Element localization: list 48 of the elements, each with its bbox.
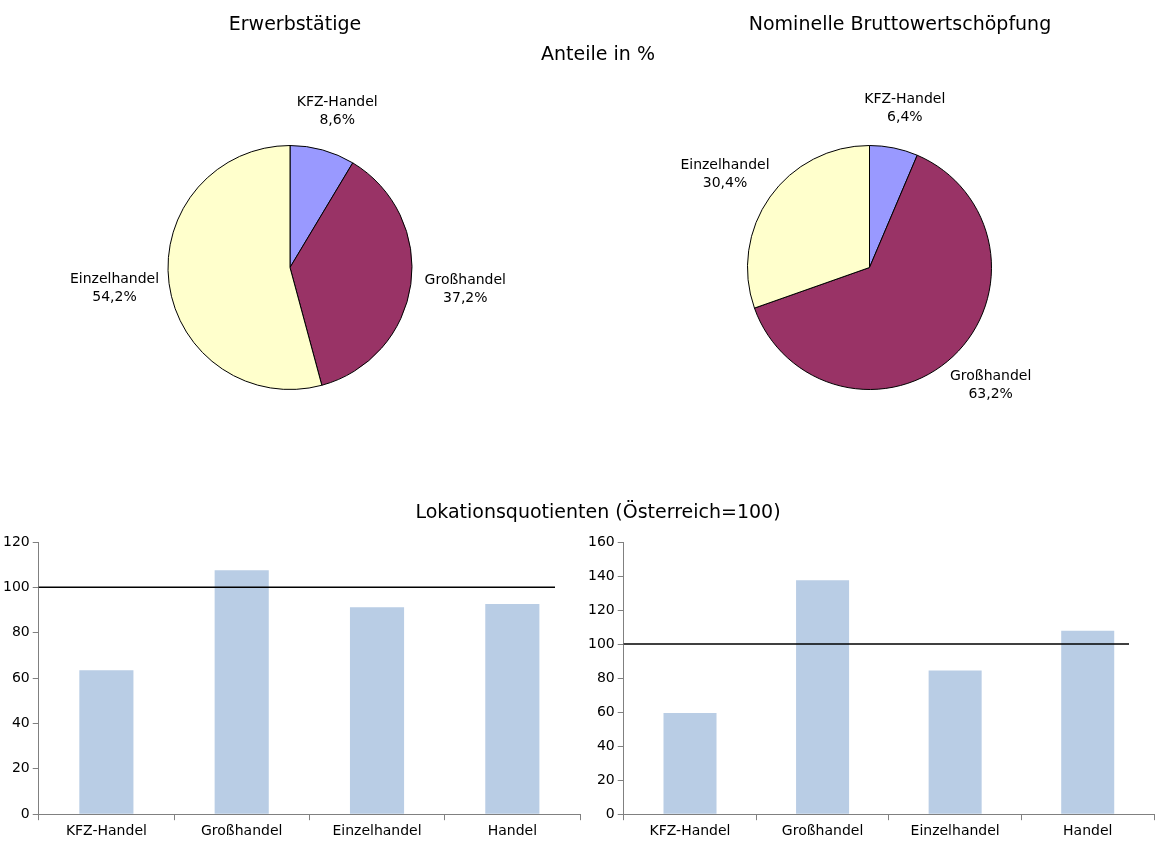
x-tick-label: Einzelhandel: [910, 822, 1000, 839]
y-tick-label: 120: [587, 600, 615, 617]
slice-label: KFZ-Handel: [864, 90, 946, 107]
y-tick-label: 20: [11, 759, 30, 776]
y-tick-label: 160: [587, 532, 615, 549]
text: Anteile in %: [541, 42, 655, 64]
y-tick-label: 140: [587, 566, 615, 583]
bar: [349, 607, 405, 814]
bar: [663, 712, 717, 814]
y-tick-label: 0: [605, 804, 615, 821]
y-tick-label: 0: [20, 804, 30, 821]
y-tick-label: 100: [2, 578, 30, 595]
slice-label: Großhandel: [424, 271, 507, 288]
data-label: 6,4%: [887, 108, 923, 125]
bar: [796, 580, 850, 814]
data-label: 63,2%: [968, 385, 1013, 402]
x-tick-label: KFZ-Handel: [65, 822, 147, 839]
y-tick-label: 80: [11, 623, 30, 640]
y-tick-label: 60: [11, 668, 30, 685]
y-tick-label: 40: [11, 714, 30, 731]
bar: [928, 670, 982, 814]
chart-title: Erwerbstätige: [228, 12, 362, 34]
slice-label: Einzelhandel: [69, 270, 160, 287]
data-label: 37,2%: [443, 289, 488, 306]
data-label: 8,6%: [319, 111, 356, 128]
x-tick-label: Handel: [487, 822, 538, 839]
bar: [79, 670, 134, 814]
y-tick-label: 40: [596, 736, 615, 753]
x-tick-label: Einzelhandel: [332, 822, 422, 839]
data-label: 30,4%: [702, 173, 748, 190]
bar: [214, 570, 269, 814]
slice-label: KFZ-Handel: [296, 93, 378, 110]
bar: [1061, 630, 1115, 814]
slice-label: Großhandel: [949, 367, 1032, 384]
data-label: 54,2%: [92, 288, 137, 305]
slice-label: Einzelhandel: [680, 155, 770, 172]
y-tick-label: 60: [596, 702, 615, 719]
y-tick-label: 20: [596, 770, 615, 787]
chart-title: Lokationsquotienten (Österreich=100): [415, 500, 781, 522]
y-tick-label: 100: [587, 634, 615, 651]
x-tick-label: Großhandel: [781, 822, 864, 839]
x-tick-label: Handel: [1063, 822, 1113, 839]
y-tick-label: 80: [596, 668, 615, 685]
bar: [485, 603, 540, 814]
chart-title: Nominelle Bruttowertschöpfung: [748, 12, 1052, 34]
y-tick-label: 120: [2, 532, 30, 549]
x-tick-label: KFZ-Handel: [649, 822, 731, 839]
x-tick-label: Großhandel: [201, 822, 283, 839]
